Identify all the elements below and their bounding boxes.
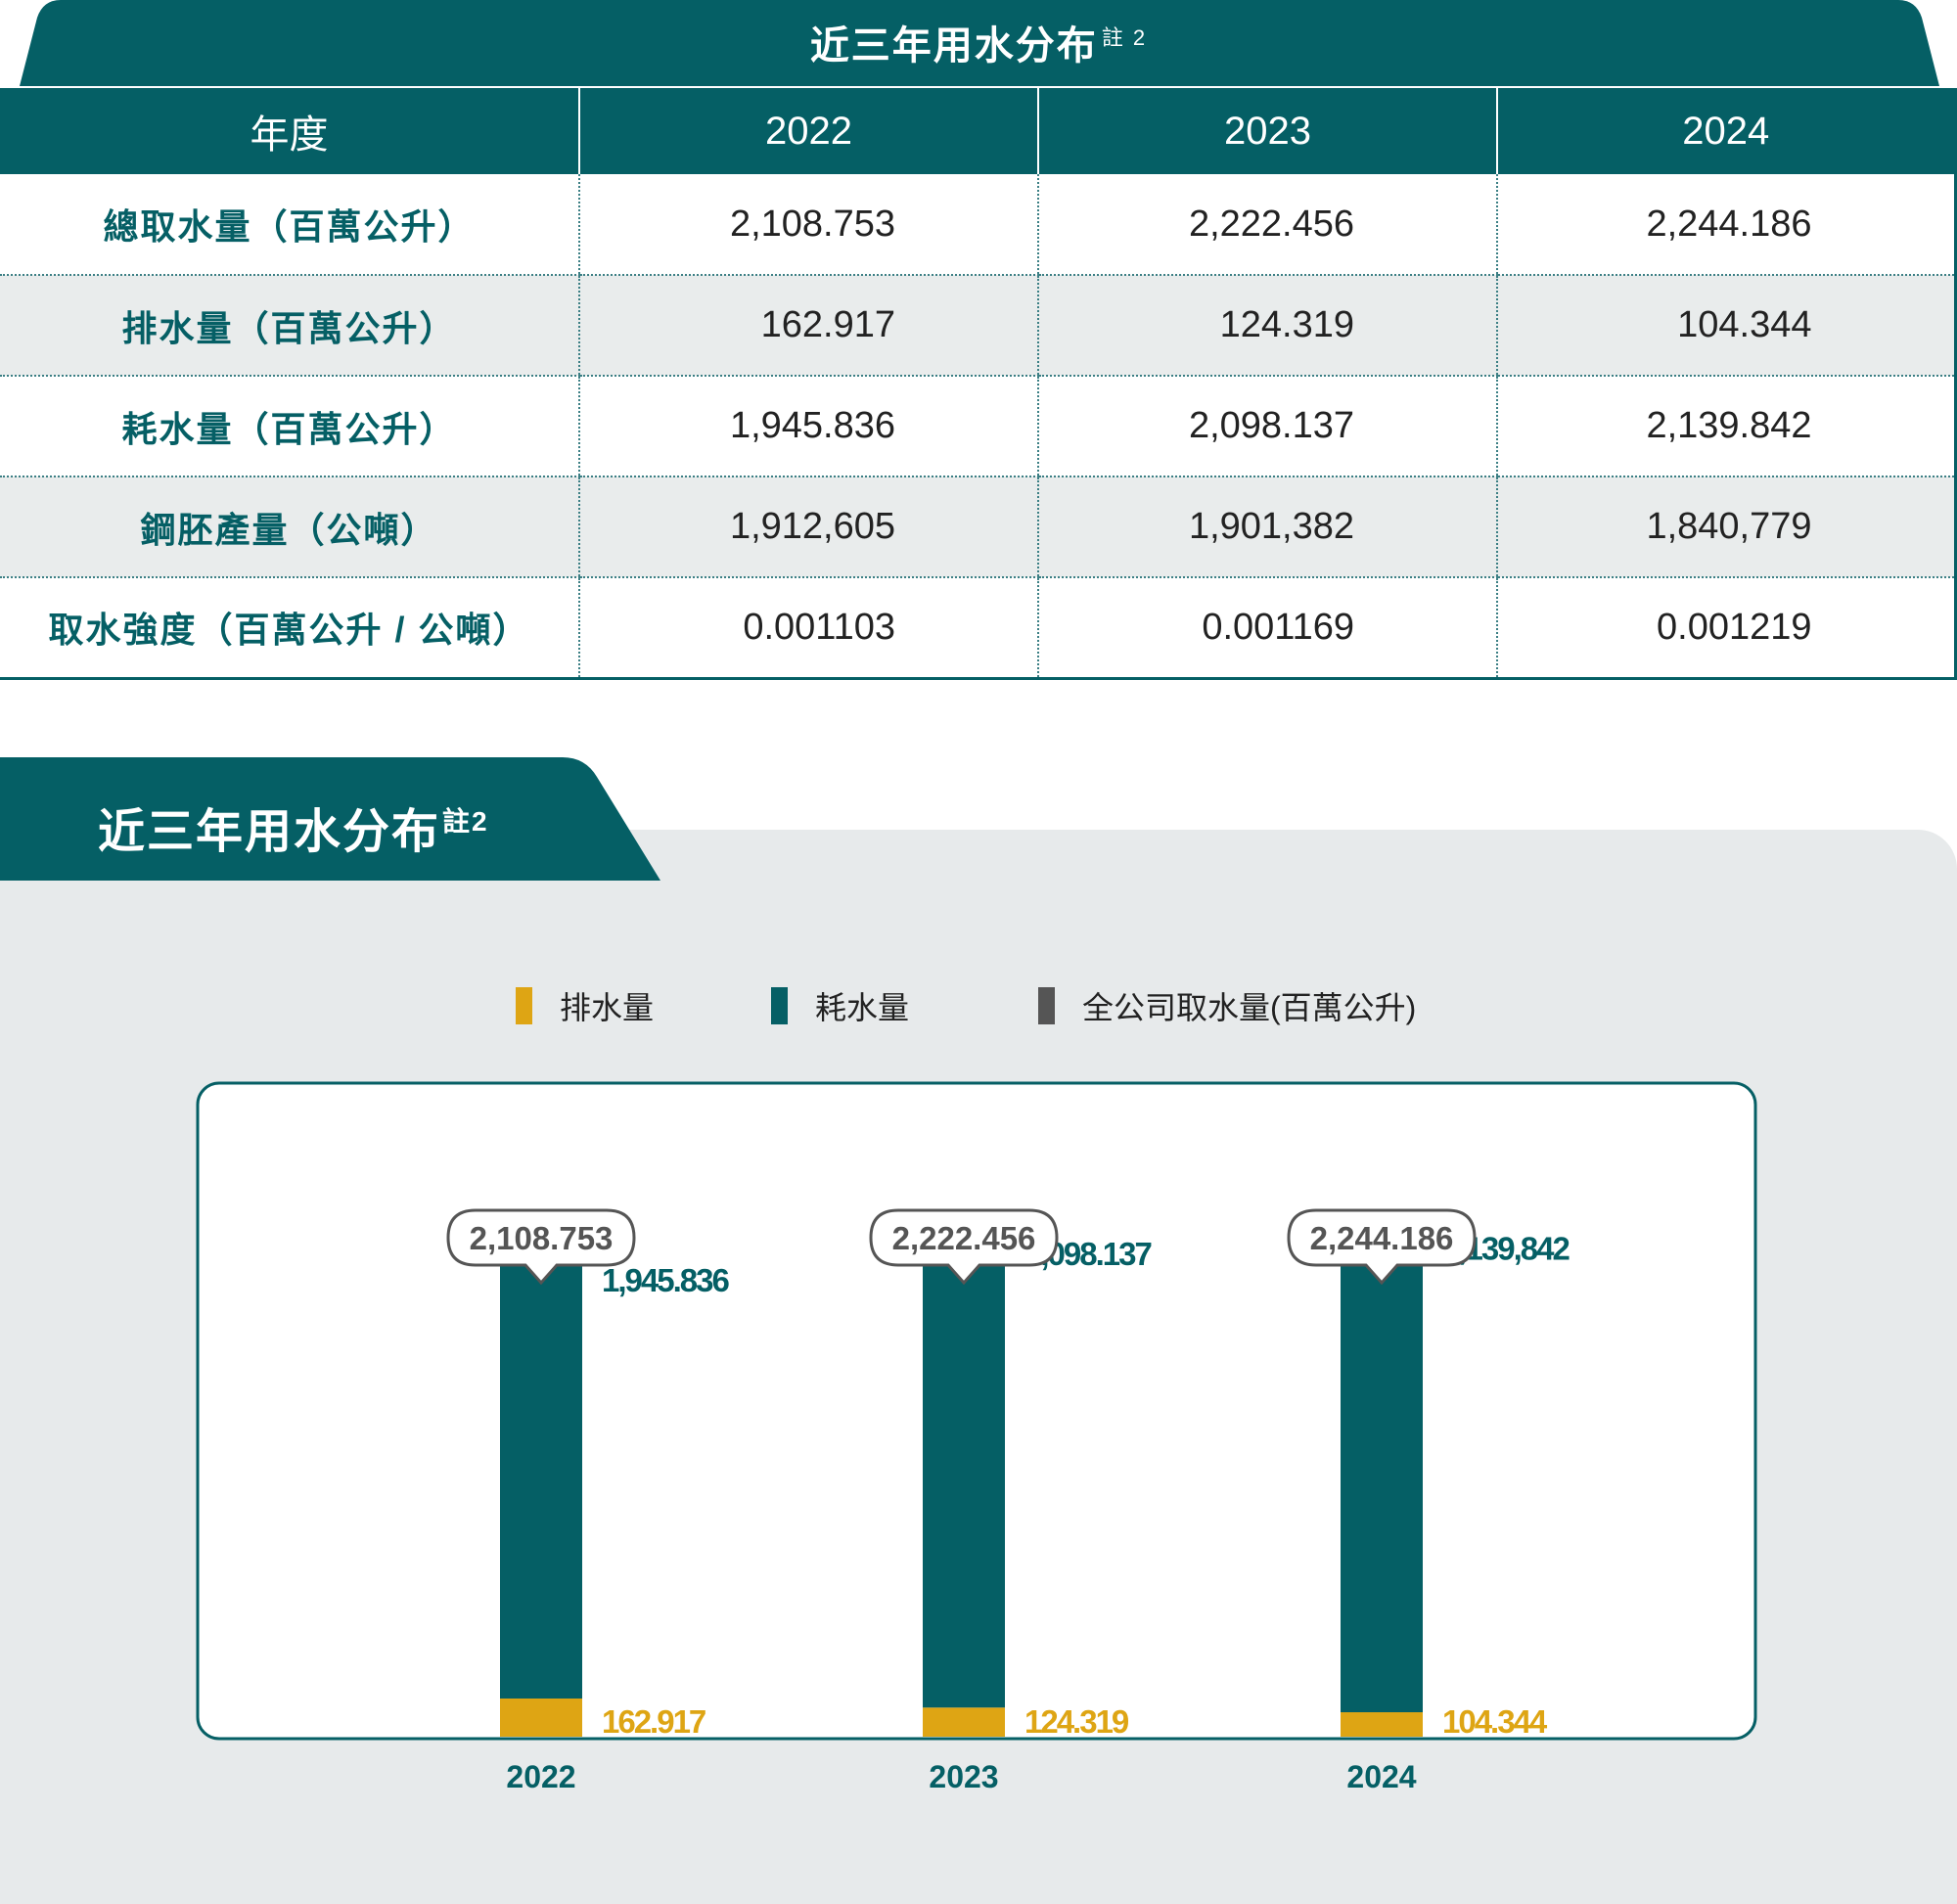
chart-section-title-note: 註2 [442, 806, 489, 837]
legend-item-total-intake: 全公司取水量(百萬公升) [1038, 986, 1416, 1025]
total-label-2022: 2,108.753 [470, 1220, 614, 1256]
table-row: 耗水量（百萬公升） 1,945.836 2,098.137 2,139.842 [0, 376, 1955, 477]
legend-item-discharge: 排水量 [516, 986, 654, 1025]
bar-consumption-2022 [500, 1243, 582, 1699]
table-row: 排水量（百萬公升） 162.917 124.319 104.344 [0, 275, 1955, 377]
bar-discharge-2024 [1341, 1712, 1423, 1737]
data-label-discharge-2022: 162.917 [602, 1703, 705, 1740]
data-label-consumption-2022: 1,945.836 [602, 1262, 729, 1298]
bar-consumption-2023 [923, 1215, 1005, 1708]
x-tick-label-2022: 2022 [506, 1759, 575, 1794]
legend-swatch-consumption [771, 987, 788, 1024]
table-cell: 1,901,382 [1037, 476, 1497, 578]
table-cell: 1,840,779 [1496, 476, 1955, 578]
table-title-banner [20, 0, 1939, 86]
table-cell: 1,912,605 [578, 476, 1038, 578]
table-row: 總取水量（百萬公升） 2,108.753 2,222.456 2,244.186 [0, 174, 1955, 276]
table-cell: 0.001103 [578, 577, 1038, 678]
chart-title-tab [0, 757, 660, 881]
table-cell: 162.917 [578, 275, 1038, 377]
row-label-consumption: 耗水量（百萬公升） [0, 376, 579, 477]
legend-swatch-total-intake [1038, 987, 1055, 1024]
data-label-discharge-2024: 104.344 [1442, 1703, 1548, 1740]
table-cell: 2,108.753 [578, 174, 1038, 276]
row-label-total-intake: 總取水量（百萬公升） [0, 174, 579, 276]
legend-label-total-intake: 全公司取水量(百萬公升) [1082, 990, 1417, 1025]
x-tick-label-2023: 2023 [929, 1759, 998, 1794]
legend-item-consumption: 耗水量 [771, 986, 909, 1025]
table-cell: 0.001169 [1037, 577, 1497, 678]
bar-discharge-2022 [500, 1698, 582, 1737]
table-cell: 2,139.842 [1496, 376, 1955, 477]
table-cell: 2,222.456 [1037, 174, 1497, 276]
x-tick-label-2024: 2024 [1346, 1759, 1416, 1794]
row-label-intake-intensity: 取水強度（百萬公升 / 公噸） [48, 610, 530, 651]
table-title-note: 註 2 [1101, 24, 1148, 50]
header-year-2022: 2022 [578, 88, 1038, 174]
table-cell: 1,945.836 [578, 376, 1038, 477]
table-header-row: 年度 2022 2023 2024 [0, 88, 1955, 174]
table-cell: 2,244.186 [1496, 174, 1955, 276]
table-title: 近三年用水分布註 2 [809, 24, 1148, 68]
water-usage-table: 年度 2022 2023 2024 總取水量（百萬公升） 2,108.753 2… [0, 88, 1957, 680]
row-label-billet-output: 鋼胚產量（公噸） [0, 476, 579, 578]
legend-label-discharge: 排水量 [560, 990, 655, 1025]
header-year-label: 年度 [0, 88, 579, 174]
total-callout-2022 [446, 1208, 636, 1286]
table-cell: 104.344 [1496, 275, 1955, 377]
table-cell: 2,098.137 [1037, 376, 1497, 477]
legend-swatch-discharge [516, 987, 532, 1024]
total-label-2024: 2,244.186 [1310, 1220, 1454, 1256]
data-label-discharge-2023: 124.319 [1024, 1703, 1129, 1740]
bar-consumption-2024 [1341, 1210, 1423, 1713]
total-callout-2023 [869, 1208, 1059, 1286]
row-label-discharge: 排水量（百萬公升） [0, 275, 579, 377]
bar-discharge-2023 [923, 1707, 1005, 1737]
chart-section-title: 近三年用水分布註2 [98, 806, 489, 858]
header-year-2024: 2024 [1496, 88, 1955, 174]
legend-label-consumption: 耗水量 [815, 990, 910, 1025]
total-label-2023: 2,222.456 [892, 1220, 1036, 1256]
table-cell: 124.319 [1037, 275, 1497, 377]
header-year-2023: 2023 [1037, 88, 1497, 174]
table-row: 鋼胚產量（公噸） 1,912,605 1,901,382 1,840,779 [0, 476, 1955, 578]
table-row: 取水強度（百萬公升 / 公噸） 0.001103 0.001169 0.0012… [0, 577, 1955, 678]
total-callout-2024 [1287, 1208, 1477, 1286]
table-cell: 0.001219 [1496, 577, 1955, 678]
